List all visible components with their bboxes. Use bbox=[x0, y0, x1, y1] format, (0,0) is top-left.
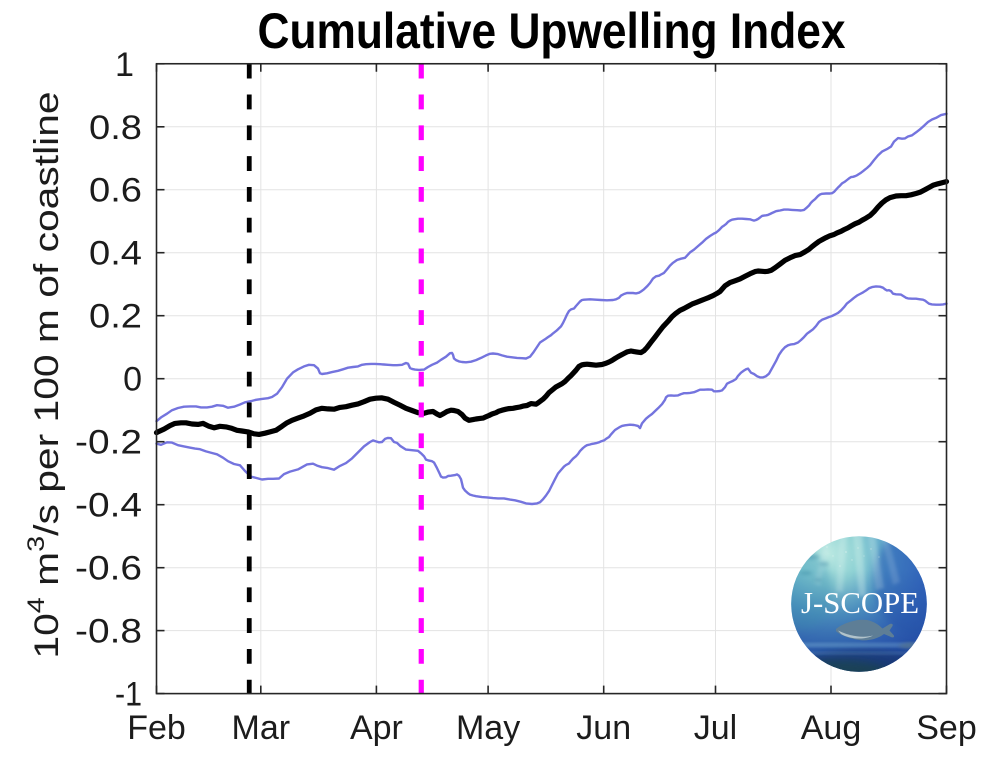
svg-text:-0.6: -0.6 bbox=[75, 550, 142, 588]
svg-text:0.8: 0.8 bbox=[89, 109, 142, 147]
svg-text:Cumulative Upwelling Index: Cumulative Upwelling Index bbox=[258, 3, 846, 59]
svg-text:Apr: Apr bbox=[350, 709, 403, 747]
svg-text:-1: -1 bbox=[115, 676, 142, 714]
svg-text:-0.8: -0.8 bbox=[75, 613, 142, 651]
svg-text:0.6: 0.6 bbox=[89, 172, 142, 210]
svg-text:0.2: 0.2 bbox=[89, 298, 142, 336]
svg-text:Jul: Jul bbox=[694, 709, 737, 747]
svg-text:0: 0 bbox=[123, 361, 142, 399]
svg-text:0.4: 0.4 bbox=[89, 235, 142, 273]
svg-text:May: May bbox=[456, 709, 520, 747]
svg-text:Mar: Mar bbox=[232, 709, 291, 747]
svg-text:-0.2: -0.2 bbox=[75, 424, 142, 462]
svg-text:1: 1 bbox=[115, 46, 134, 84]
svg-text:J-SCOPE: J-SCOPE bbox=[801, 585, 919, 620]
svg-text:104 m3/s per 100 m of coastlin: 104 m3/s per 100 m of coastline bbox=[22, 91, 65, 658]
svg-text:Sep: Sep bbox=[916, 709, 977, 747]
svg-text:Feb: Feb bbox=[127, 709, 186, 747]
svg-text:-0.4: -0.4 bbox=[75, 487, 142, 525]
svg-text:Aug: Aug bbox=[801, 709, 862, 747]
svg-text:Jun: Jun bbox=[576, 709, 631, 747]
